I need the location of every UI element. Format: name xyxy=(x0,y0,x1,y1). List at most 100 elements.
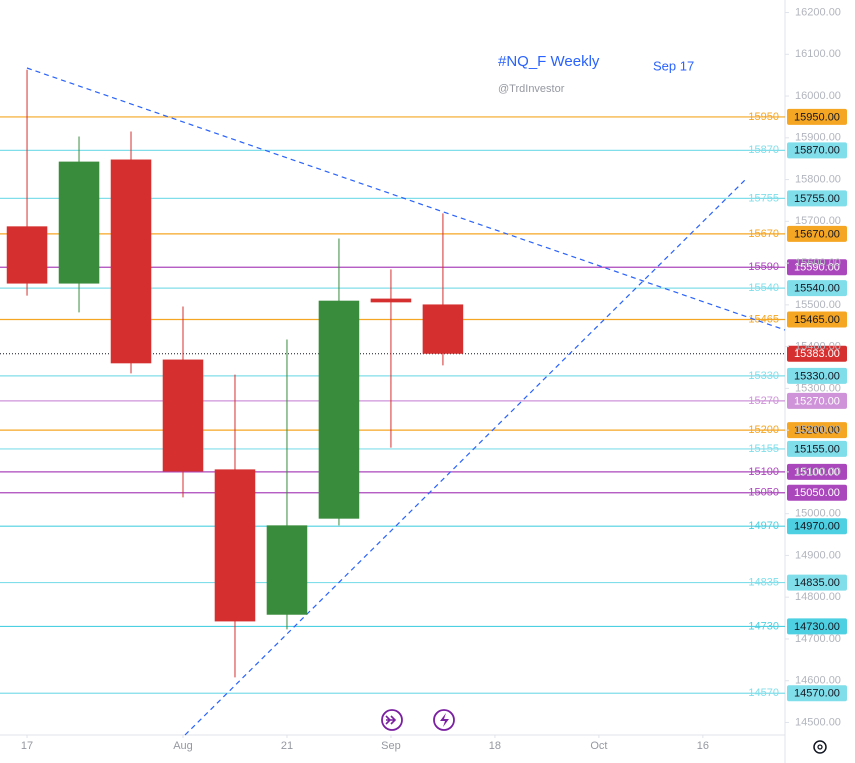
level-label: 15755 xyxy=(748,192,779,204)
x-tick-label: Oct xyxy=(590,740,607,752)
y-tick-label: 15600.00 xyxy=(795,257,841,269)
candle-body xyxy=(162,359,204,472)
level-tag-bg xyxy=(787,108,847,125)
trend-line xyxy=(26,67,786,331)
y-tick-label: 14500.00 xyxy=(795,716,841,728)
y-tick-label: 15100.00 xyxy=(795,466,841,478)
level-tag: 14835.00 xyxy=(794,577,840,589)
level-label: 15950 xyxy=(748,111,779,123)
level-label: 15100 xyxy=(748,466,779,478)
level-tag: 15590.00 xyxy=(794,262,840,274)
level-tag: 15540.00 xyxy=(794,283,840,295)
y-tick-label: 15000.00 xyxy=(795,508,841,520)
y-tick-label: 14700.00 xyxy=(795,633,841,645)
level-label: 15590 xyxy=(748,261,779,273)
candle-body xyxy=(422,304,464,354)
level-tag: 15465.00 xyxy=(794,314,840,326)
settings-icon[interactable] xyxy=(813,740,827,754)
candle-body xyxy=(6,226,48,284)
level-label: 14970 xyxy=(748,520,779,532)
level-label: 14835 xyxy=(748,576,779,588)
last-price-tag: 15383.00 xyxy=(794,348,840,360)
replay-icon[interactable] xyxy=(381,709,403,731)
level-tag-bg xyxy=(787,311,847,328)
level-tag: 15200.00 xyxy=(794,425,840,437)
x-tick-label: Sep xyxy=(381,740,401,752)
level-label: 14570 xyxy=(748,687,779,699)
level-tag: 14570.00 xyxy=(794,688,840,700)
levels: 15950 15950.00 15870 15870.00 15755 15755.00 1… xyxy=(0,108,847,702)
level-tag: 15870.00 xyxy=(794,145,840,157)
level-tag-bg xyxy=(787,685,847,702)
level-tag: 15050.00 xyxy=(794,487,840,499)
y-tick-label: 14900.00 xyxy=(795,549,841,561)
y-tick-label: 16000.00 xyxy=(795,90,841,102)
level-tag-bg xyxy=(787,142,847,159)
level-tag-bg xyxy=(787,618,847,635)
candle-body xyxy=(214,469,256,622)
y-tick-label: 14600.00 xyxy=(795,675,841,687)
level-tag: 15155.00 xyxy=(794,443,840,455)
level-tag-bg xyxy=(787,518,847,535)
level-tag-bg xyxy=(787,280,847,297)
x-tick-label: 16 xyxy=(697,740,709,752)
candles xyxy=(6,69,464,678)
candle-body xyxy=(58,161,100,284)
annotation: Sep 17 xyxy=(653,58,694,73)
level-tag-bg xyxy=(787,574,847,591)
y-tick-label: 15800.00 xyxy=(795,173,841,185)
level-label: 15050 xyxy=(748,487,779,499)
level-tag-bg xyxy=(787,225,847,242)
level-tag-bg xyxy=(787,190,847,207)
level-tag-bg xyxy=(787,440,847,457)
level-label: 15540 xyxy=(748,282,779,294)
level-label: 15155 xyxy=(748,443,779,455)
candle-body xyxy=(370,298,412,303)
level-tag: 15755.00 xyxy=(794,193,840,205)
chart-subtitle: @TrdInvestor xyxy=(498,83,565,95)
level-tag-bg xyxy=(787,484,847,501)
candle-body xyxy=(110,159,152,364)
candle-body xyxy=(318,300,360,519)
y-tick-label: 16100.00 xyxy=(795,48,841,60)
level-tag: 15950.00 xyxy=(794,111,840,123)
level-label: 15270 xyxy=(748,395,779,407)
level-tag: 14730.00 xyxy=(794,621,840,633)
level-tag: 15100.00 xyxy=(794,466,840,478)
level-label: 14730 xyxy=(748,620,779,632)
level-label: 15200 xyxy=(748,424,779,436)
level-label: 15330 xyxy=(748,370,779,382)
y-tick-label: 15400.00 xyxy=(795,341,841,353)
level-label: 15670 xyxy=(748,228,779,240)
level-tag: 14970.00 xyxy=(794,521,840,533)
y-tick-label: 15300.00 xyxy=(795,382,841,394)
level-tag-bg xyxy=(787,422,847,439)
level-tag: 15670.00 xyxy=(794,228,840,240)
y-tick-label: 15900.00 xyxy=(795,132,841,144)
y-tick-label: 15700.00 xyxy=(795,215,841,227)
last-price-tag-bg xyxy=(787,345,847,362)
level-label: 15465 xyxy=(748,313,779,325)
level-tag-bg xyxy=(787,259,847,276)
level-tag: 15270.00 xyxy=(794,395,840,407)
x-tick-label: 17 xyxy=(21,740,33,752)
level-label: 15870 xyxy=(748,144,779,156)
level-tag-bg xyxy=(787,463,847,480)
y-tick-label: 15200.00 xyxy=(795,424,841,436)
x-tick-label: 21 xyxy=(281,740,293,752)
y-tick-label: 16200.00 xyxy=(795,6,841,18)
y-tick-label: 14800.00 xyxy=(795,591,841,603)
y-tick-label: 15500.00 xyxy=(795,299,841,311)
alert-icon[interactable] xyxy=(433,709,455,731)
level-tag-bg xyxy=(787,367,847,384)
chart-title: #NQ_F Weekly xyxy=(498,53,600,70)
axis: 14500.00 14600.00 14700.00 14800.00 14900.00… xyxy=(21,6,841,751)
x-tick-label: Aug xyxy=(173,740,193,752)
trend-line xyxy=(184,179,746,736)
level-tag: 15330.00 xyxy=(794,370,840,382)
candle-body xyxy=(266,525,308,615)
x-tick-label: 18 xyxy=(489,740,501,752)
level-tag-bg xyxy=(787,392,847,409)
